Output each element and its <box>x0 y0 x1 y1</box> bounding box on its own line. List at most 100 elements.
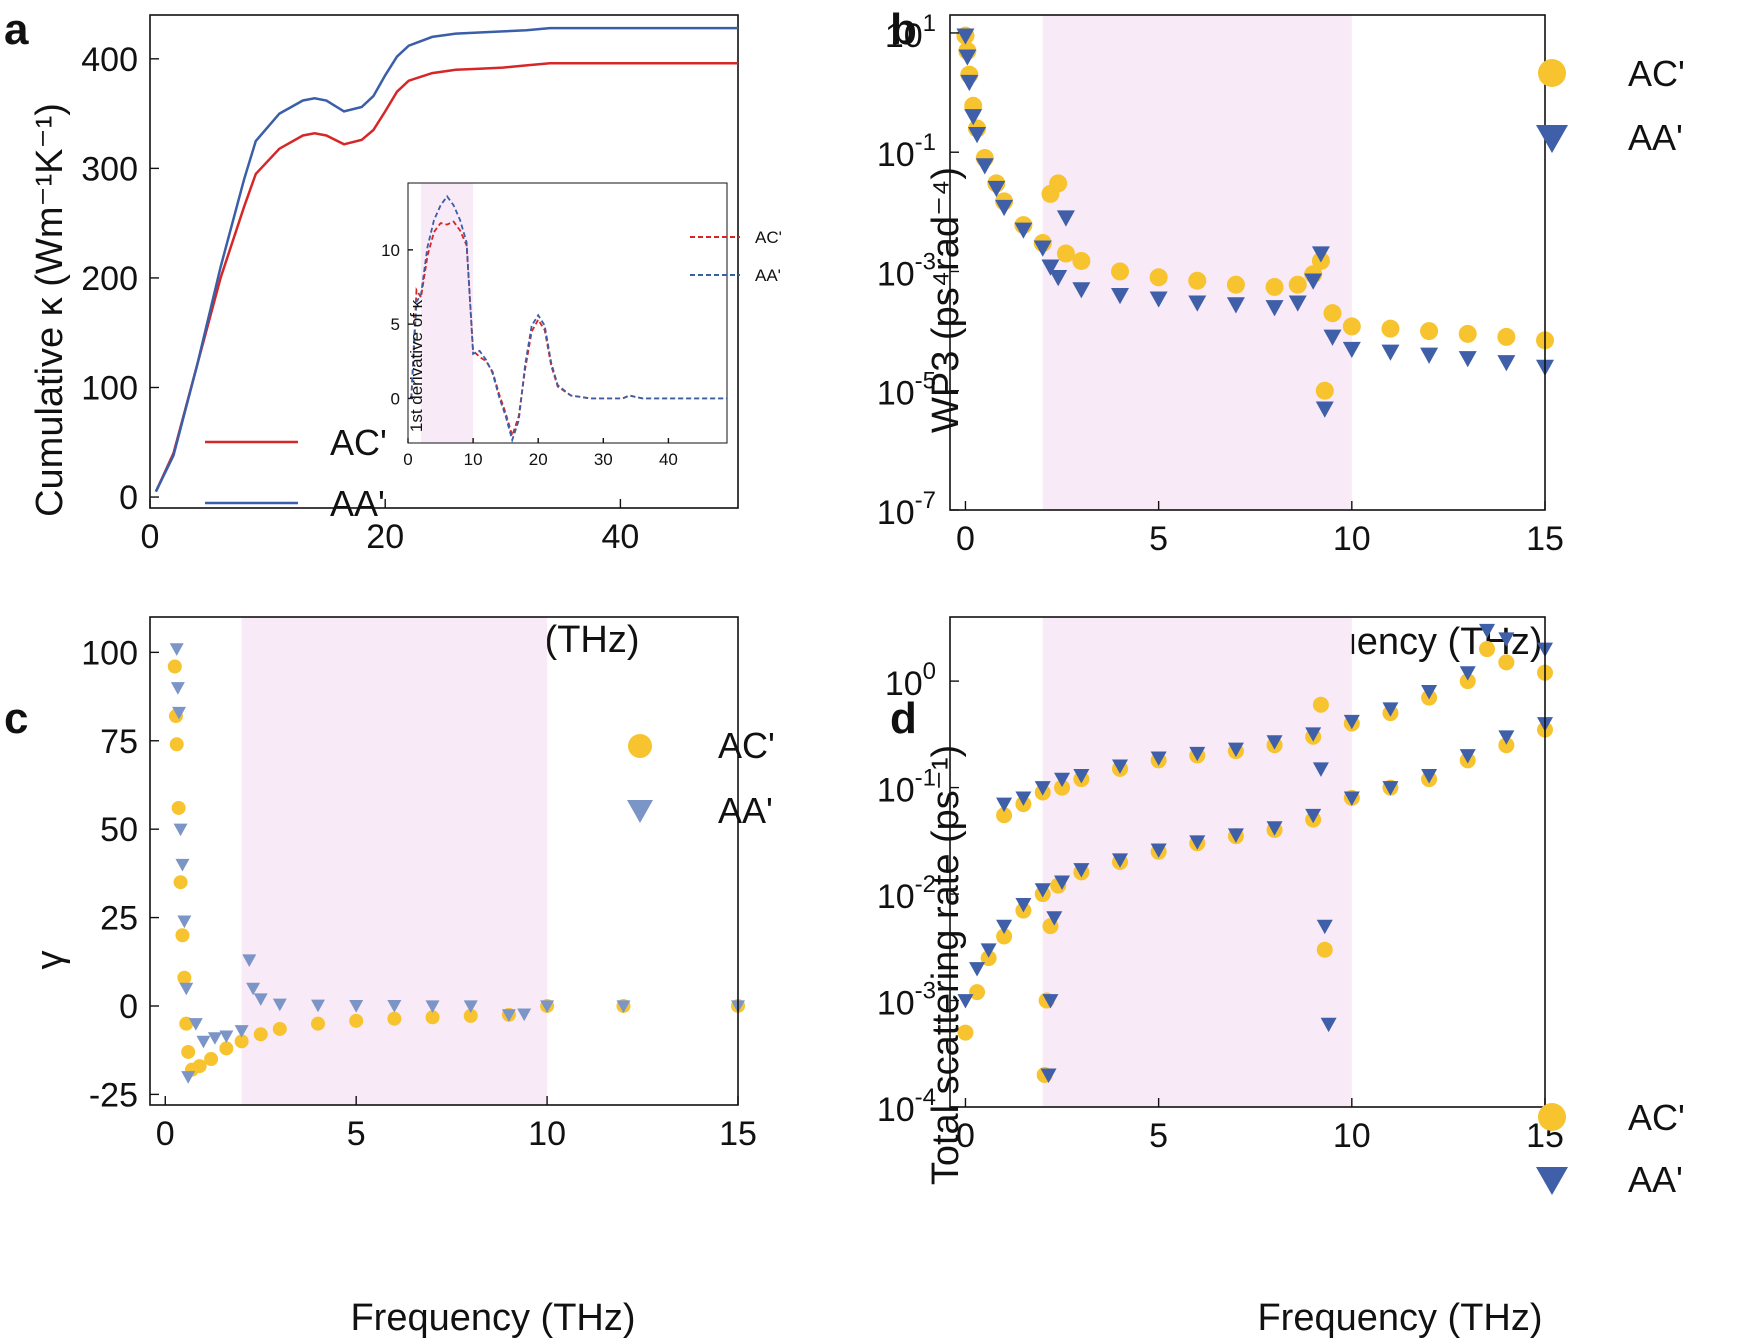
data-point <box>177 970 192 985</box>
panel-c-plot-area: 0 5 10 15 -25 0 25 50 75 100 <box>81 616 757 1153</box>
data-point <box>169 737 184 752</box>
data-point <box>1498 654 1515 671</box>
data-point <box>349 1000 364 1013</box>
y-tick-label: 10-1 <box>877 129 936 174</box>
data-point <box>1227 828 1244 843</box>
y-tick-label: 10-3 <box>877 248 936 293</box>
data-point <box>311 1016 325 1031</box>
data-point <box>616 1000 631 1013</box>
legend-label-ac: AC' <box>1628 53 1685 94</box>
x-tick-label: 5 <box>347 1115 366 1153</box>
x-tick-label: 40 <box>659 450 678 469</box>
data-point <box>204 1052 219 1067</box>
axes-frame <box>407 182 728 444</box>
data-point <box>1311 246 1330 263</box>
data-point <box>1072 282 1091 299</box>
data-point <box>517 1008 532 1022</box>
data-point <box>1458 351 1477 368</box>
data-point <box>272 998 287 1012</box>
data-point <box>1459 749 1476 764</box>
inset-ylabel: 1st derivative of κ <box>407 299 426 432</box>
data-point <box>501 1009 516 1022</box>
y-tick-label: 10-5 <box>877 368 936 413</box>
data-point <box>175 928 190 943</box>
x-tick-label: 0 <box>956 1117 975 1155</box>
legend-marker-aa <box>627 800 653 823</box>
y-tick-label: 10-3 <box>877 978 936 1023</box>
data-point <box>172 706 187 720</box>
data-point <box>995 199 1014 217</box>
highlight-band <box>421 183 474 443</box>
panel-d-legend: AC' AA' <box>1536 1097 1685 1200</box>
data-point <box>1188 295 1207 312</box>
data-point <box>1112 759 1128 774</box>
data-point <box>960 74 979 92</box>
data-point <box>1072 251 1091 270</box>
data-point <box>177 915 192 929</box>
data-point <box>242 954 257 968</box>
data-point <box>1312 696 1329 713</box>
data-point <box>1420 322 1439 341</box>
panel-a-legend: AC' AA' <box>205 422 387 524</box>
data-point <box>1458 324 1477 343</box>
data-point <box>1382 702 1399 717</box>
panel-letter-d: d <box>890 694 917 743</box>
x-tick-label: 5 <box>1149 520 1168 558</box>
data-point <box>1304 273 1323 290</box>
data-point <box>980 943 997 958</box>
data-point <box>253 993 268 1006</box>
highlight-band <box>241 617 548 1105</box>
data-point <box>1342 341 1361 359</box>
data-point <box>1149 268 1168 287</box>
panel-d-xlabel: Frequency (THz) <box>1257 1297 1542 1339</box>
data-point <box>425 1010 440 1025</box>
legend-label-aa: AA' <box>330 483 385 524</box>
x-tick-label: 40 <box>601 518 639 556</box>
data-point <box>1421 769 1438 784</box>
data-point <box>1305 808 1322 824</box>
data-point <box>540 1000 555 1013</box>
data-point <box>1459 673 1476 690</box>
data-point <box>1227 742 1244 758</box>
y-tick-label: -25 <box>89 1076 138 1114</box>
legend-marker-ac <box>628 734 652 758</box>
data-point <box>1381 319 1400 338</box>
data-point <box>975 158 994 175</box>
data-point <box>987 180 1006 198</box>
data-point <box>167 659 182 674</box>
y-tick-label: 100 <box>81 369 138 407</box>
data-point <box>1226 297 1245 314</box>
x-tick-label: 10 <box>1333 520 1371 558</box>
legend-marker-ac <box>1538 59 1566 87</box>
data-point <box>1498 737 1515 754</box>
data-point <box>1189 835 1206 850</box>
data-point <box>964 109 983 126</box>
data-point <box>1265 300 1284 317</box>
x-tick-label: 30 <box>594 450 613 469</box>
data-point <box>1040 1068 1057 1083</box>
data-point <box>1266 735 1283 750</box>
data-point <box>1188 271 1207 290</box>
data-point <box>179 982 194 996</box>
data-point <box>1046 911 1063 926</box>
data-point <box>969 984 986 1001</box>
data-point <box>1315 381 1334 400</box>
inset-legend: AC' AA' <box>690 228 782 285</box>
data-point <box>1497 355 1516 372</box>
data-point <box>219 1030 234 1044</box>
data-point <box>1150 751 1167 766</box>
x-tick-label: 0 <box>956 520 975 558</box>
x-tick-label: 15 <box>1526 520 1564 558</box>
data-point <box>1459 666 1476 681</box>
legend-marker-aa <box>1536 1167 1568 1195</box>
y-tick-label: 75 <box>100 723 138 761</box>
data-point <box>1056 210 1075 227</box>
data-point <box>996 928 1013 945</box>
data-point <box>1041 259 1060 276</box>
